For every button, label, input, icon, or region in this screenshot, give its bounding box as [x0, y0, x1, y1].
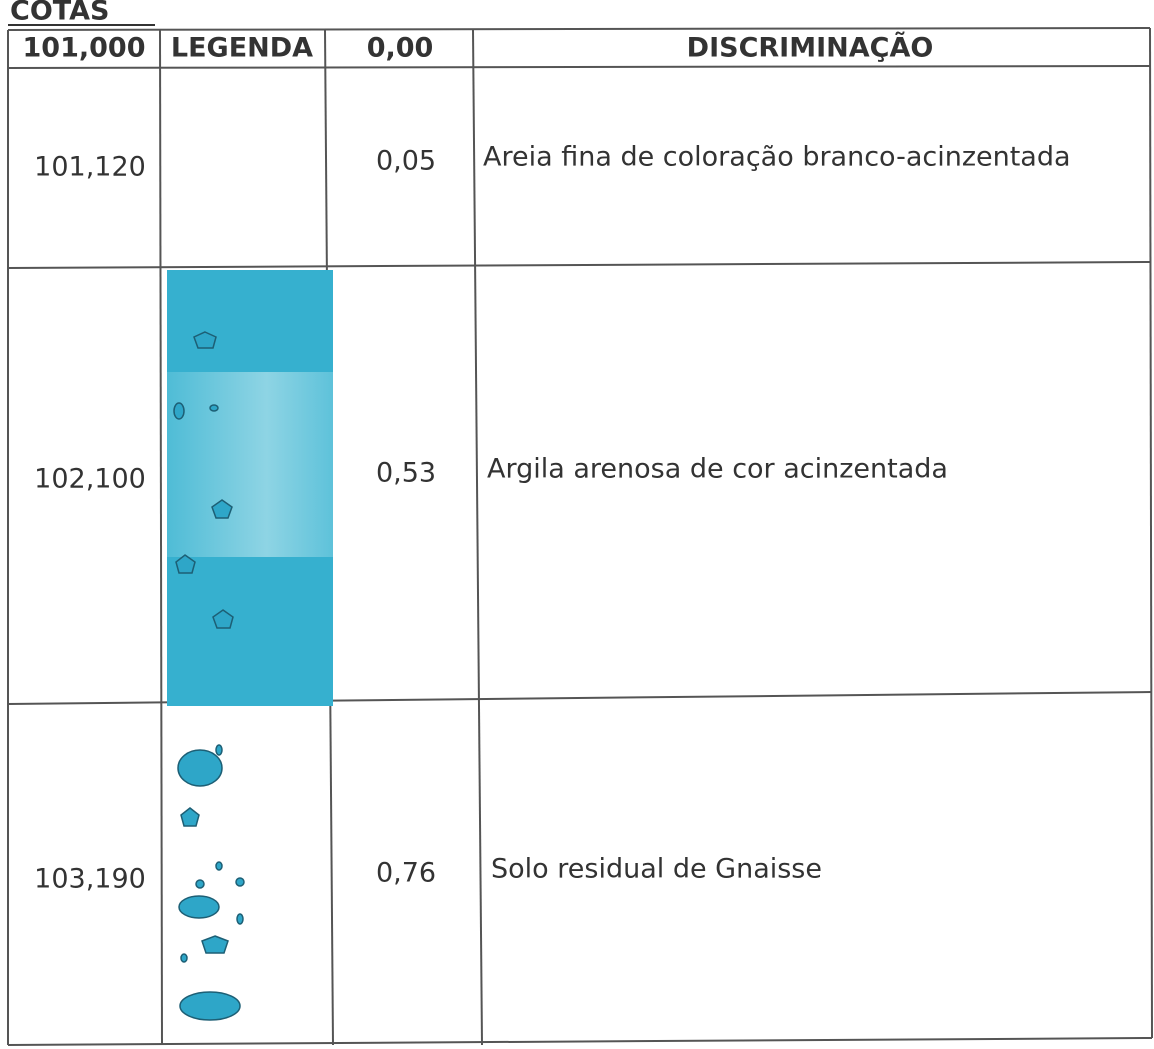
legend-clay	[167, 270, 333, 706]
header-cell: LEGENDA	[171, 33, 313, 64]
depth-cell: 0,05	[376, 146, 436, 177]
title: COTAS	[10, 0, 109, 27]
depth-cell: 0,53	[376, 458, 436, 489]
elevation-cell: 102,100	[34, 464, 146, 495]
header-cell: 0,00	[367, 33, 434, 64]
elevation-cell: 103,190	[34, 864, 146, 895]
elevation-cell: 101,120	[34, 152, 146, 183]
description-cell: Solo residual de Gnaisse	[491, 854, 822, 885]
header-cell: 101,000	[23, 33, 146, 64]
header-cell: DISCRIMINAÇÃO	[687, 32, 934, 64]
description-cell: Argila arenosa de cor acinzentada	[487, 454, 948, 485]
description-cell: Areia fina de coloração branco-acinzenta…	[483, 142, 1071, 173]
depth-cell: 0,76	[376, 858, 436, 889]
legend-residual-soil	[177, 744, 245, 1021]
